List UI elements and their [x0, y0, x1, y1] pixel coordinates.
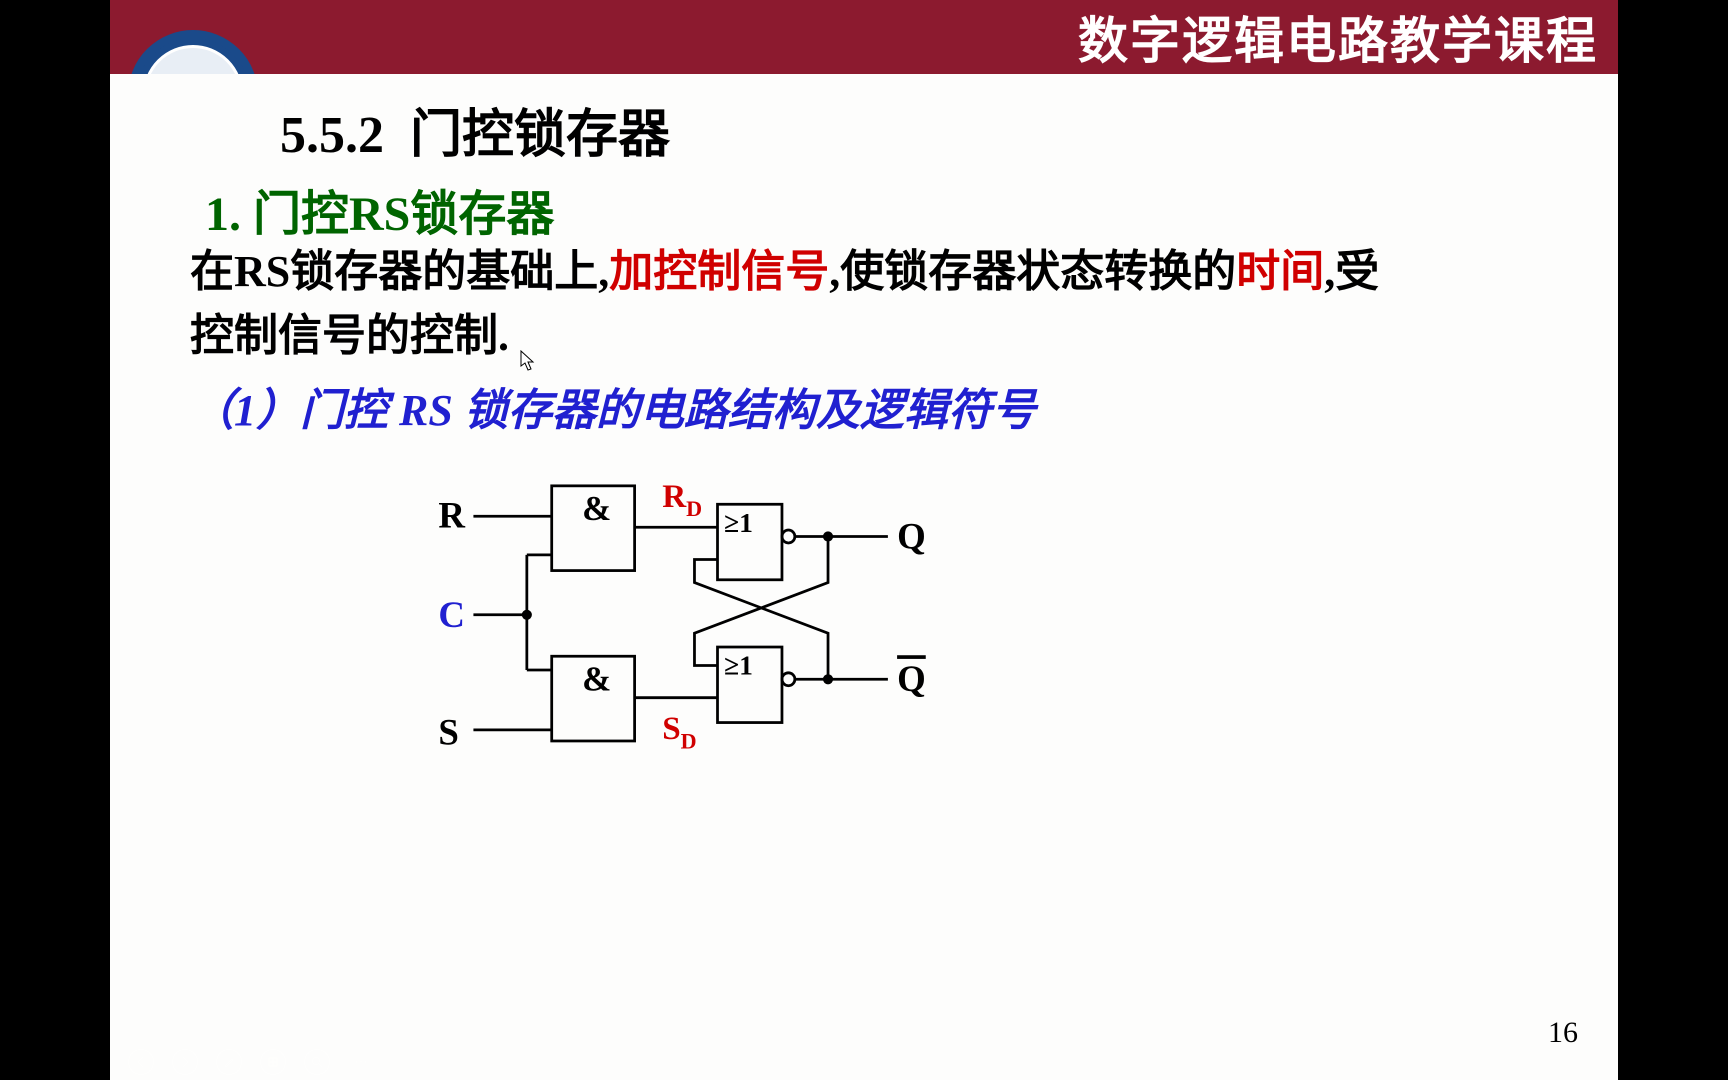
- toolbar-zoom-button[interactable]: [304, 1049, 330, 1075]
- label-C: C: [438, 594, 465, 635]
- presenter-toolbar: ⋯: [110, 1044, 510, 1080]
- page-number: 16: [1548, 1016, 1578, 1050]
- gate-nor-top-label: ≥1: [724, 507, 753, 538]
- item-1-title: 门控RS锁存器: [253, 188, 554, 241]
- circuit-diagram: & & ≥1 ≥1 R C S RD SD Q Q: [280, 434, 980, 814]
- label-RD: RD: [662, 478, 702, 521]
- section-number: 5.5.2: [280, 107, 384, 164]
- header-bar: 数字逻辑电路教学课程: [110, 0, 1618, 74]
- section-title: 门控锁存器: [410, 107, 670, 164]
- slide-stage: 数字逻辑电路教学课程 5.5.2 门控锁存器 1. 门控RS锁存器 在RS锁存器…: [110, 0, 1618, 1080]
- item-1-heading: 1. 门控RS锁存器: [205, 174, 554, 244]
- toolbar-prev-button[interactable]: [128, 1049, 154, 1075]
- gate-and-bot-label: &: [582, 659, 611, 698]
- label-S: S: [438, 712, 458, 753]
- label-Qbar: Q: [897, 658, 926, 699]
- gate-and-top-label: &: [582, 489, 611, 528]
- item-1-1-heading: （1）门控 RS 锁存器的电路结构及逻辑符号: [190, 374, 1036, 438]
- label-SD: SD: [662, 710, 696, 753]
- toolbar-grid-button[interactable]: [260, 1049, 286, 1075]
- toolbar-more-button[interactable]: ⋯: [348, 1049, 374, 1075]
- emphasis-red-2: 时间: [1236, 247, 1324, 296]
- toolbar-next-button[interactable]: [172, 1049, 198, 1075]
- gate-nor-bot-label: ≥1: [724, 650, 753, 681]
- label-Q: Q: [897, 515, 926, 556]
- section-heading: 5.5.2 门控锁存器: [280, 92, 1480, 167]
- emphasis-red-1: 加控制信号: [609, 247, 829, 296]
- slide-content: 5.5.2 门控锁存器 1. 门控RS锁存器 在RS锁存器的基础上,加控制信号,…: [110, 74, 1618, 1080]
- toolbar-pen-button[interactable]: [216, 1049, 242, 1075]
- paragraph-text: 在RS锁存器的基础上,加控制信号,使锁存器状态转换的时间,受控制信号的控制.: [190, 240, 1390, 368]
- label-R: R: [438, 494, 465, 535]
- item-1-number: 1.: [205, 188, 241, 241]
- header-title: 数字逻辑电路教学课程: [1078, 1, 1598, 73]
